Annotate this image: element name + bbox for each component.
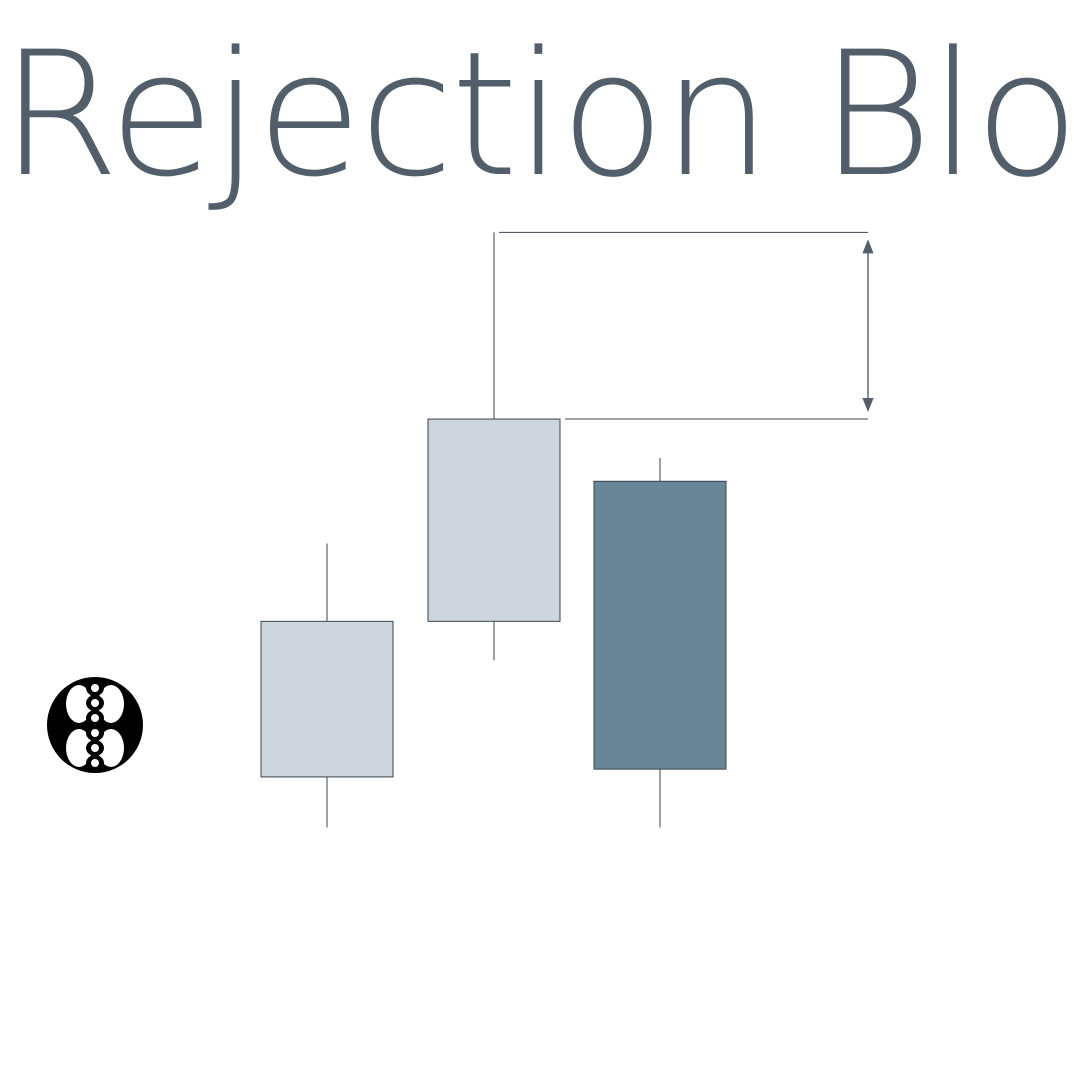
- range-marker: [499, 231, 874, 420]
- candle-body: [427, 418, 561, 622]
- candlestick: [260, 543, 394, 828]
- candle-body: [593, 480, 727, 770]
- ornamental-circle-logo-icon: [47, 677, 143, 773]
- candlestick: [427, 232, 561, 661]
- page-title: Rejection Block: [0, 14, 1080, 215]
- candle-body: [260, 620, 394, 778]
- candlestick: [593, 457, 727, 828]
- candles-layer: [260, 232, 727, 828]
